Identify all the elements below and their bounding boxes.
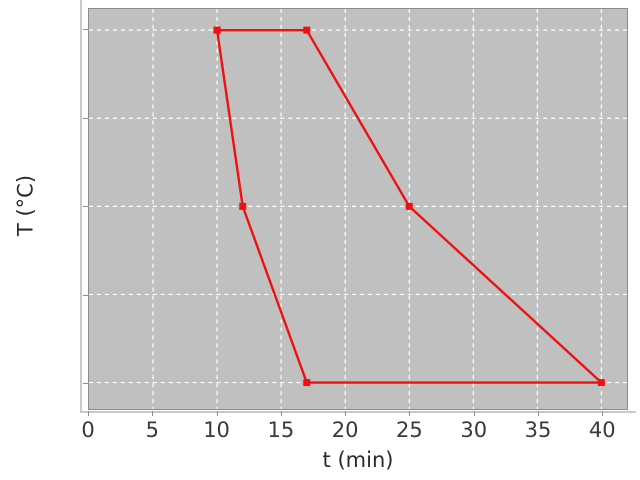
y-tick-mark	[83, 117, 88, 119]
y-tick-mark	[83, 29, 88, 31]
y-tick-mark	[83, 294, 88, 296]
x-tick-label: 0	[81, 418, 95, 442]
y-tick-mark	[83, 206, 88, 208]
y-axis-label: T (°C)	[13, 174, 38, 237]
x-tick-label: 40	[588, 418, 616, 442]
x-tick-mark	[538, 411, 539, 416]
x-axis-label: t (min)	[322, 448, 394, 472]
x-tick-mark	[152, 411, 154, 416]
x-tick-label: 35	[524, 418, 552, 442]
series-marker	[303, 26, 311, 34]
x-tick-label: 15	[267, 418, 295, 442]
y-tick-mark	[83, 383, 88, 385]
x-tick-label: 10	[203, 418, 230, 442]
series-marker	[597, 379, 605, 387]
x-tick-mark	[280, 411, 282, 416]
x-tick-mark	[216, 411, 218, 416]
x-tick-label: 5	[145, 418, 159, 442]
y-axis-spine	[80, 0, 82, 411]
plot-area	[88, 8, 628, 410]
x-tick-label: 20	[331, 418, 359, 442]
x-tick-label: 25	[396, 418, 423, 442]
series-marker	[239, 202, 247, 210]
data-series-layer	[213, 26, 605, 387]
x-tick-mark	[409, 411, 411, 416]
x-tick-label: 30	[460, 418, 488, 442]
x-tick-mark	[473, 411, 475, 416]
x-tick-mark	[602, 411, 604, 416]
series-marker	[213, 26, 221, 34]
x-axis-spine	[80, 411, 636, 413]
x-tick-mark	[88, 411, 89, 416]
x-tick-mark	[345, 411, 347, 416]
series-marker	[303, 379, 311, 387]
series-marker	[405, 202, 413, 210]
